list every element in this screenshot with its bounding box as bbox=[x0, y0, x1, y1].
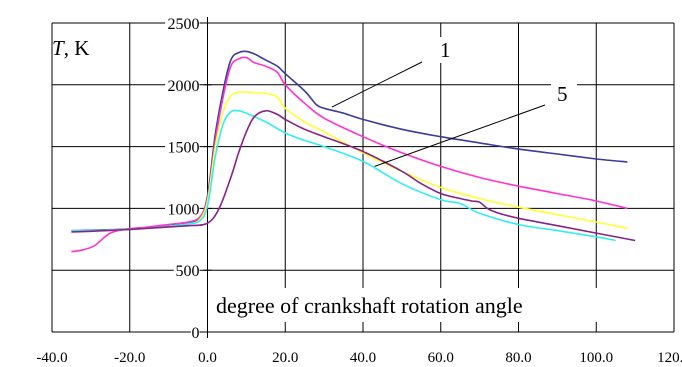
x-axis-label: degree of crankshaft rotation angle bbox=[216, 293, 523, 318]
series-line-5 bbox=[71, 109, 636, 242]
x-tick-label: 80.0 bbox=[505, 350, 531, 366]
x-tick-label: 20.0 bbox=[272, 350, 298, 366]
annotation-leader-1 bbox=[331, 61, 423, 108]
y-tick-label: 2000 bbox=[168, 78, 200, 95]
series-line-2 bbox=[71, 56, 628, 253]
x-axis-label-bg bbox=[214, 288, 632, 322]
ticks-layer: -40.0 -20.0 0.0 20.0 40.0 60.0 80.0 100.0 120.0 0… bbox=[36, 13, 682, 366]
annotations: 15 bbox=[331, 37, 577, 167]
y-tick-label-bg bbox=[173, 260, 200, 279]
x-tick-label: 0.0 bbox=[198, 350, 217, 366]
y-tick-label: 0 bbox=[192, 325, 200, 342]
x-tick-label: 100.0 bbox=[579, 350, 613, 366]
x-tick-label: 40.0 bbox=[350, 350, 376, 366]
annotation-leader-5 bbox=[374, 104, 546, 167]
y-tick-label-bg bbox=[165, 13, 200, 31]
x-tick-label: -20.0 bbox=[114, 350, 145, 366]
y-tick-label-bg bbox=[165, 136, 200, 155]
annotation-label-5: 5 bbox=[557, 82, 568, 106]
series-layer bbox=[71, 50, 636, 253]
y-tick-label-bg bbox=[190, 322, 200, 340]
y-tick-label: 1500 bbox=[168, 140, 200, 157]
annotation-label-bg bbox=[434, 37, 460, 63]
y-tick-label: 2500 bbox=[168, 16, 200, 33]
grid bbox=[51, 22, 675, 333]
y-tick-label-bg bbox=[165, 74, 200, 93]
y-tick-label: 1000 bbox=[168, 201, 200, 218]
y-tick-label: 500 bbox=[176, 263, 200, 280]
series-line-1 bbox=[71, 50, 628, 232]
annotation-label-1: 1 bbox=[440, 38, 451, 62]
y-tick-label-bg bbox=[165, 198, 200, 217]
x-tick-label: -40.0 bbox=[36, 350, 67, 366]
x-tick-label: 120.0 bbox=[657, 350, 682, 366]
y-axis-label: T, K bbox=[52, 36, 89, 60]
x-tick-label: 60.0 bbox=[428, 350, 454, 366]
y-axis-label-var: T bbox=[52, 36, 65, 60]
y-axis-label-unit: , K bbox=[64, 36, 90, 60]
annotation-label-bg bbox=[551, 81, 577, 107]
series-line-3 bbox=[71, 91, 628, 232]
